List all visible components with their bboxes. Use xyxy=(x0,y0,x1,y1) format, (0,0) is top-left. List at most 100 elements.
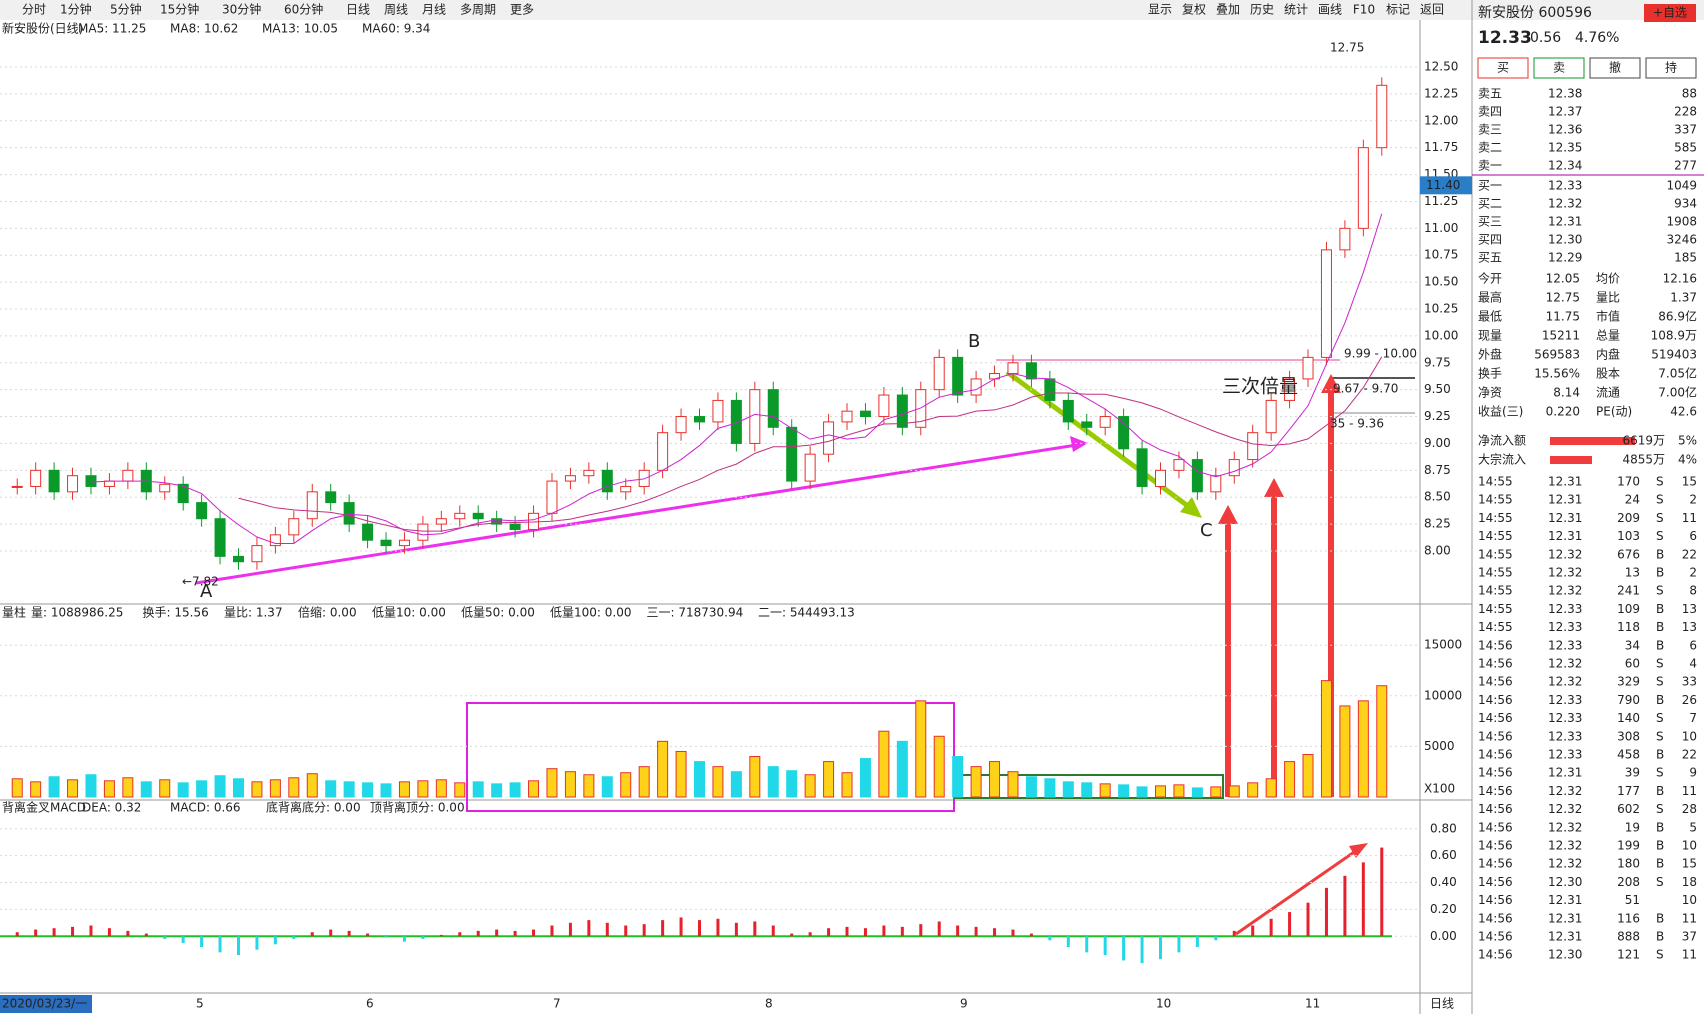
candle xyxy=(1007,362,1019,375)
trade-time: 14:55 xyxy=(1478,620,1513,634)
legend-item: 二一: 544493.13 xyxy=(758,606,855,620)
stat-value: 42.6 xyxy=(1670,405,1697,419)
tool-button[interactable]: 显示 xyxy=(1148,3,1172,17)
volume-bar xyxy=(1376,685,1388,798)
volume-bar xyxy=(288,777,300,798)
trade-time: 14:56 xyxy=(1478,857,1513,871)
trade-side: B xyxy=(1656,566,1664,580)
legend-item: 量: 1088986.25 xyxy=(31,606,123,620)
annotation: 三次倍量 xyxy=(1222,376,1298,398)
candle xyxy=(454,512,466,520)
macd-bar xyxy=(1288,912,1292,937)
tool-button[interactable]: 复权 xyxy=(1182,3,1206,17)
macd-bar xyxy=(1140,936,1144,964)
trade-count: 10 xyxy=(1682,893,1697,907)
volume-bar xyxy=(712,766,724,798)
candle xyxy=(1081,421,1093,428)
flow-label: 大宗流入 xyxy=(1478,452,1526,467)
flow-pct: 5% xyxy=(1678,434,1697,448)
tab[interactable]: 60分钟 xyxy=(284,2,323,17)
legend-item: 换手: 15.56 xyxy=(143,606,209,620)
trade-volume: 458 xyxy=(1617,748,1640,762)
volume-bar xyxy=(657,740,669,798)
trade-count: 28 xyxy=(1682,802,1697,816)
y-tick-label: 11.00 xyxy=(1424,221,1458,235)
volume-bar xyxy=(528,780,540,798)
fav-button[interactable] xyxy=(1644,4,1696,22)
annotation: C xyxy=(1200,520,1213,541)
trade-volume: 118 xyxy=(1617,620,1640,634)
tool-button[interactable]: 画线 xyxy=(1318,3,1342,17)
volume-bar xyxy=(823,761,835,798)
trade-volume: 329 xyxy=(1617,675,1640,689)
trade-side: B xyxy=(1656,857,1664,871)
trade-price: 12.33 xyxy=(1548,748,1582,762)
volume-bar xyxy=(638,766,650,798)
trade-count: 22 xyxy=(1682,547,1697,561)
book-label: 卖一 xyxy=(1478,159,1502,173)
tool-button[interactable]: 统计 xyxy=(1284,3,1308,17)
price: 12.33 xyxy=(1478,28,1532,48)
trade-button[interactable] xyxy=(1645,57,1697,79)
stat-label: 均价 xyxy=(1596,272,1620,286)
tab[interactable]: 15分钟 xyxy=(160,2,199,17)
candle xyxy=(1339,227,1351,251)
tab[interactable]: 日线 xyxy=(346,3,370,17)
tool-button[interactable]: 返回 xyxy=(1420,3,1444,17)
trade-side: S xyxy=(1656,657,1664,671)
volume-bar xyxy=(122,777,134,798)
trade-volume: 109 xyxy=(1617,602,1640,616)
stat-value: 7.05亿 xyxy=(1658,366,1697,381)
trade-time: 14:55 xyxy=(1478,493,1513,507)
trade-time: 14:56 xyxy=(1478,893,1513,907)
stat-value: 12.75 xyxy=(1546,291,1580,305)
legend-item: 低量50: 0.00 xyxy=(461,606,535,620)
tab[interactable]: 多周期 xyxy=(460,3,496,17)
trade-time: 14:56 xyxy=(1478,839,1513,853)
tab[interactable]: 30分钟 xyxy=(222,2,261,17)
tab[interactable]: 1分钟 xyxy=(60,2,92,17)
tool-button[interactable]: F10 xyxy=(1353,3,1375,17)
stat-value: 569583 xyxy=(1534,348,1580,362)
volume-bar xyxy=(48,776,60,798)
book-volume: 585 xyxy=(1674,141,1697,155)
trade-button[interactable] xyxy=(1477,57,1529,79)
volume-bar xyxy=(1265,778,1277,798)
tool-button[interactable]: 标记 xyxy=(1386,3,1410,17)
book-price: 12.33 xyxy=(1548,179,1582,193)
stat-value: 7.00亿 xyxy=(1658,385,1697,400)
trade-side: B xyxy=(1656,693,1664,707)
tab[interactable]: 5分钟 xyxy=(110,2,142,17)
trade-button[interactable] xyxy=(1533,57,1585,79)
trade-volume: 121 xyxy=(1617,948,1640,962)
y-tick-label: 9.00 xyxy=(1424,436,1451,450)
trade-count: 2 xyxy=(1689,566,1697,580)
tool-button[interactable]: 历史 xyxy=(1250,3,1274,17)
tool-button[interactable]: 叠加 xyxy=(1216,3,1240,17)
tab[interactable]: 分时 xyxy=(22,3,46,17)
volume-bar xyxy=(1357,700,1369,798)
tab[interactable]: 周线 xyxy=(384,3,408,17)
arrow-head xyxy=(1321,374,1341,393)
x-tick-label: 9 xyxy=(960,997,968,1011)
legend-item: MA5: 11.25 xyxy=(78,22,146,36)
candle xyxy=(343,502,355,525)
tab[interactable]: 月线 xyxy=(422,3,446,17)
trade-time: 14:55 xyxy=(1478,475,1513,489)
volume-bar xyxy=(1118,784,1130,798)
macd-bar xyxy=(532,929,536,937)
book-price: 12.34 xyxy=(1548,159,1582,173)
tab[interactable]: 更多 xyxy=(510,3,534,17)
legend-item: 量比: 1.37 xyxy=(224,606,283,620)
book-price: 12.36 xyxy=(1548,123,1582,137)
volume-bar xyxy=(472,781,484,798)
candle xyxy=(1044,378,1056,401)
volume-bar xyxy=(970,766,982,798)
candle xyxy=(583,469,595,477)
trade-price: 12.33 xyxy=(1548,693,1582,707)
flow-bar xyxy=(1550,437,1635,445)
trade-time: 14:55 xyxy=(1478,511,1513,525)
volume-bar xyxy=(398,781,410,798)
book-volume: 934 xyxy=(1674,197,1697,211)
trade-button[interactable] xyxy=(1589,57,1641,79)
